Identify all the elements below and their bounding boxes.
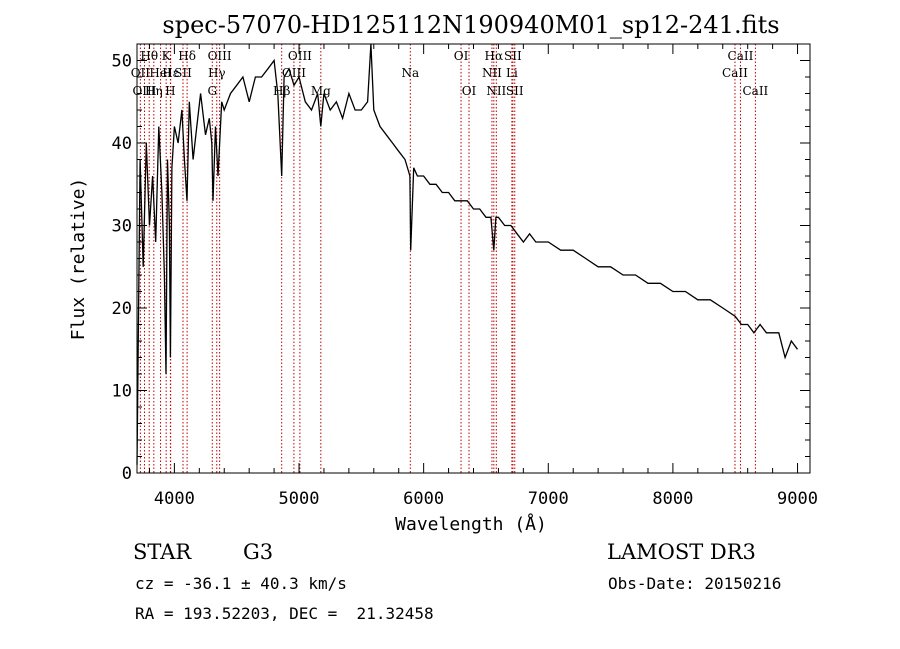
marker-label-6: HeI — [149, 66, 172, 80]
x-axis-label: Wavelength (Å) — [395, 513, 547, 535]
marker-label-24: Li — [506, 66, 518, 80]
y-tick-label-0: 0 — [122, 464, 132, 484]
marker-label-9: Hδ — [178, 49, 196, 63]
marker-label-14: OIII — [288, 49, 312, 63]
y-axis-ticks: 0 10 20 30 40 50 — [112, 43, 810, 484]
y-tick-label-1: 10 — [112, 382, 132, 402]
y-tick-label-3: 30 — [112, 217, 132, 237]
x-tick-label-0: 4000 — [154, 489, 195, 509]
marker-label-25: SII — [506, 84, 524, 98]
marker-label-18: OI — [454, 49, 469, 63]
x-tick-label-3: 7000 — [528, 489, 569, 509]
coordinates: RA = 193.52203, DEC = 21.32458 — [135, 604, 434, 623]
chart-title: spec-57070-HD125112N190940M01_sp12-241.f… — [162, 11, 779, 39]
x-tick-label-4: 8000 — [652, 489, 693, 509]
marker-label-26: CaII — [728, 49, 754, 63]
marker-label-0: Hθ — [140, 49, 158, 63]
marker-label-20: Hα — [485, 49, 504, 63]
y-tick-label-5: 50 — [112, 52, 132, 72]
marker-label-23: SII — [504, 49, 522, 63]
marker-label-12: G — [207, 84, 217, 98]
object-subclass: G3 — [243, 540, 274, 564]
marker-label-15: OIII — [282, 66, 306, 80]
y-tick-label-4: 40 — [112, 134, 132, 154]
marker-label-16: Mg — [311, 84, 331, 98]
spectral-line-labels: Hθ OII OIII K Hε Hη HeI H SII Hδ OIII Hγ G Hβ OIII OIII… — [131, 49, 769, 98]
x-axis-ticks: 4000 5000 6000 7000 8000 9000 — [148, 44, 818, 509]
marker-label-1: OII — [131, 66, 151, 80]
survey-name: LAMOST DR3 — [607, 540, 756, 564]
marker-label-11: Hγ — [208, 66, 226, 80]
marker-label-22: NII — [486, 84, 506, 98]
marker-label-7: H — [165, 84, 175, 98]
marker-label-4: Hε — [162, 66, 179, 80]
marker-label-13: Hβ — [273, 84, 290, 98]
redshift-velocity: cz = -36.1 ± 40.3 km/s — [135, 574, 347, 593]
spectral-line-markers — [139, 44, 756, 473]
x-tick-label-1: 5000 — [279, 489, 320, 509]
marker-label-28: CaII — [742, 84, 768, 98]
marker-label-8: SII — [174, 66, 192, 80]
marker-label-5: Hη — [145, 84, 163, 98]
x-tick-label-5: 9000 — [777, 489, 818, 509]
marker-label-2: OIII — [132, 84, 156, 98]
observation-date: Obs-Date: 20150216 — [608, 574, 782, 593]
marker-label-3: K — [162, 49, 172, 63]
spectrum-line — [136, 43, 799, 465]
y-tick-label-2: 20 — [112, 299, 132, 319]
marker-label-19: OI — [462, 84, 477, 98]
marker-label-17: Na — [401, 66, 419, 80]
plot-frame — [136, 43, 811, 474]
marker-label-27: CaII — [722, 66, 748, 80]
object-class: STAR — [133, 540, 192, 564]
marker-label-10: OIII — [208, 49, 232, 63]
marker-label-21: NII — [482, 66, 502, 80]
x-tick-label-2: 6000 — [403, 489, 444, 509]
y-axis-label: Flux (relative) — [68, 178, 89, 341]
